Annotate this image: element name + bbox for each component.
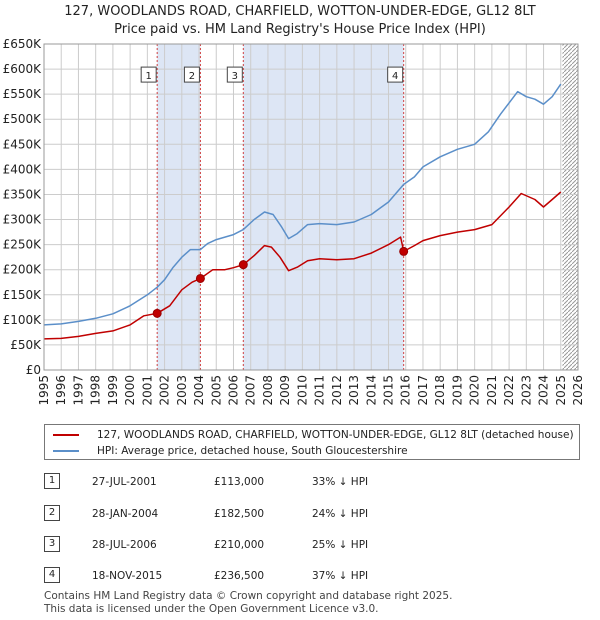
sale-price: £236,500 <box>214 570 265 582</box>
x-tick-label: 2012 <box>330 375 344 406</box>
shaded-period <box>243 44 404 370</box>
x-tick-label: 1996 <box>54 375 68 406</box>
chart-title: 127, WOODLANDS ROAD, CHARFIELD, WOTTON-U… <box>64 4 536 19</box>
x-tick-label: 2024 <box>537 375 551 406</box>
x-tick-label: 1995 <box>37 375 51 406</box>
legend-swatch-hpi <box>53 450 79 452</box>
x-tick-label: 2002 <box>158 375 172 406</box>
x-tick-label: 2022 <box>502 375 516 406</box>
y-tick-label: £400K <box>3 162 43 176</box>
x-tick-label: 2000 <box>123 375 137 406</box>
legend-label-hpi: HPI: Average price, detached house, Sout… <box>97 445 408 457</box>
sale-date: 28-JUL-2006 <box>92 539 157 551</box>
sale-price: £182,500 <box>214 508 265 520</box>
footer-licence: This data is licensed under the Open Gov… <box>44 603 379 615</box>
sale-point <box>195 273 205 283</box>
sale-hpi-diff: 37% ↓ HPI <box>312 570 369 582</box>
x-tick-label: 2014 <box>364 375 378 406</box>
x-tick-label: 2007 <box>244 375 258 406</box>
hpi-line <box>43 83 562 326</box>
legend-label-price: 127, WOODLANDS ROAD, CHARFIELD, WOTTON-U… <box>97 429 574 441</box>
y-tick-label: £650K <box>3 37 43 51</box>
sale-point <box>152 308 162 318</box>
chart-legend: 127, WOODLANDS ROAD, CHARFIELD, WOTTON-U… <box>44 424 580 460</box>
sale-point <box>399 246 409 256</box>
sale-marker-box <box>226 66 243 83</box>
sale-date: 27-JUL-2001 <box>92 476 157 488</box>
x-tick-label: 2013 <box>347 375 361 406</box>
shaded-period <box>157 44 201 370</box>
x-tick-label: 2023 <box>519 375 533 406</box>
x-tick-label: 2017 <box>416 375 430 406</box>
y-tick-label: £600K <box>3 62 43 76</box>
sale-hpi-diff: 25% ↓ HPI <box>312 539 369 551</box>
y-tick-label: £250K <box>3 238 43 252</box>
sale-row: 2 28-JAN-2004 £182,500 24% ↓ HPI <box>44 504 584 524</box>
sale-marker-box <box>140 66 157 83</box>
x-tick-label: 2018 <box>433 375 447 406</box>
sale-date: 28-JAN-2004 <box>92 508 159 520</box>
x-tick-label: 2008 <box>261 375 275 406</box>
sale-date: 18-NOV-2015 <box>92 570 163 582</box>
sale-marker-box-label: 1 <box>145 71 151 82</box>
y-tick-label: £550K <box>3 87 43 101</box>
forecast-hatch <box>562 44 578 370</box>
x-tick-label: 2015 <box>382 375 396 406</box>
sale-row: 1 27-JUL-2001 £113,000 33% ↓ HPI <box>44 472 584 492</box>
x-tick-label: 2025 <box>554 375 568 406</box>
sale-marker-box-label: 3 <box>232 71 238 82</box>
x-tick-label: 2004 <box>192 375 206 406</box>
chart-subtitle: Price paid vs. HM Land Registry's House … <box>114 22 486 37</box>
sale-marker-box <box>387 66 404 83</box>
x-tick-label: 2011 <box>313 375 327 406</box>
x-tick-label: 2019 <box>450 375 464 406</box>
plot-frame <box>43 43 579 371</box>
footer-copyright: Contains HM Land Registry data © Crown c… <box>44 590 453 602</box>
x-tick-label: 2010 <box>295 375 309 406</box>
x-tick-label: 1999 <box>106 375 120 406</box>
x-tick-label: 2005 <box>209 375 223 406</box>
y-tick-label: £500K <box>3 112 43 126</box>
y-tick-label: £350K <box>3 187 43 201</box>
sale-price: £210,000 <box>214 539 265 551</box>
x-tick-label: 2021 <box>485 375 499 406</box>
sale-marker-box-label: 4 <box>392 71 398 82</box>
x-tick-label: 1998 <box>89 375 103 406</box>
y-tick-label: £100K <box>3 313 43 327</box>
legend-item-price: 127, WOODLANDS ROAD, CHARFIELD, WOTTON-U… <box>53 427 574 443</box>
sale-hpi-diff: 24% ↓ HPI <box>312 508 369 520</box>
sale-number-badge: 2 <box>44 505 60 521</box>
y-tick-label: £300K <box>3 213 43 227</box>
legend-swatch-price <box>53 434 79 436</box>
y-tick-label: £450K <box>3 137 43 151</box>
sale-number-badge: 1 <box>44 473 60 489</box>
x-tick-label: 2020 <box>468 375 482 406</box>
y-tick-label: £150K <box>3 288 43 302</box>
x-tick-label: 2003 <box>175 375 189 406</box>
sale-price: £113,000 <box>214 476 265 488</box>
x-tick-label: 2016 <box>399 375 413 406</box>
x-tick-label: 2009 <box>278 375 292 406</box>
sale-row: 3 28-JUL-2006 £210,000 25% ↓ HPI <box>44 535 584 555</box>
sale-marker-box <box>183 66 200 83</box>
x-tick-label: 1997 <box>71 375 85 406</box>
sale-number-badge: 4 <box>44 567 60 583</box>
sale-hpi-diff: 33% ↓ HPI <box>312 476 369 488</box>
legend-item-hpi: HPI: Average price, detached house, Sout… <box>53 443 408 459</box>
sale-marker-box-label: 2 <box>189 71 195 82</box>
sale-row: 4 18-NOV-2015 £236,500 37% ↓ HPI <box>44 566 584 586</box>
sale-number-badge: 3 <box>44 536 60 552</box>
y-tick-label: £200K <box>3 263 43 277</box>
y-tick-label: £50K <box>10 338 42 352</box>
x-tick-label: 2006 <box>226 375 240 406</box>
x-tick-label: 2026 <box>571 375 585 406</box>
sale-point <box>238 260 248 270</box>
x-tick-label: 2001 <box>140 375 154 406</box>
y-tick-label: £0 <box>26 363 41 377</box>
price-chart: 1 2 3 4 £0 £50K £100K £150K £200K £250K £300K £350… <box>3 37 585 406</box>
